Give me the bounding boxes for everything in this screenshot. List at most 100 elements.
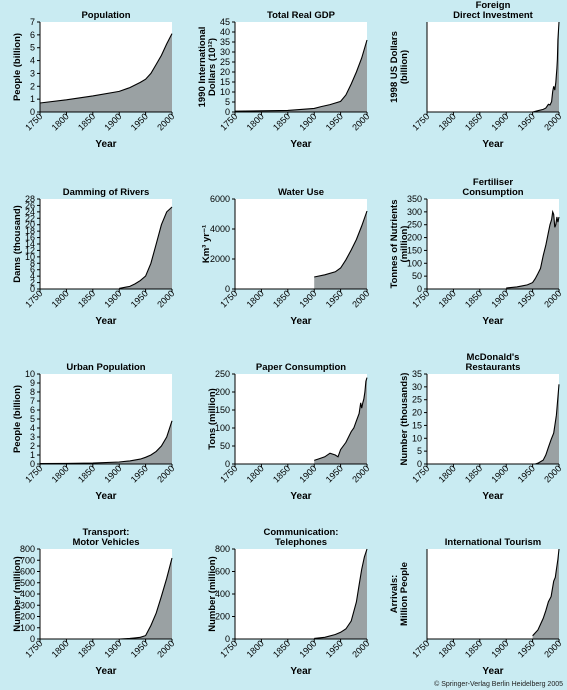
x-tick-label: 1950 — [516, 463, 537, 484]
y-tick-label: 5 — [417, 446, 422, 456]
x-tick-label: 1850 — [463, 463, 484, 484]
series-line — [506, 209, 560, 289]
chart-4: 1750 1800 1850 1900 1950 20000246810121416182… — [12, 187, 176, 327]
y-axis-label: People (billion) — [12, 33, 23, 101]
y-tick-label: 5 — [225, 97, 230, 107]
y-axis-label: Dollars (10¹²) — [207, 38, 218, 96]
y-tick-label: 2 — [30, 81, 35, 91]
x-axis-label: Year — [482, 316, 503, 327]
chart-9: 1750 1800 1850 1900 1950 200005101520253035Mc… — [399, 352, 563, 502]
chart-title: Telephones — [275, 537, 327, 548]
y-tick-label: 10 — [25, 369, 35, 379]
series-line — [119, 557, 173, 640]
series-line — [532, 548, 560, 637]
chart-11: 1750 1800 1850 1900 1950 20000200400600800Com… — [207, 527, 371, 677]
area-fill — [119, 207, 172, 289]
x-tick-label: 2000 — [155, 111, 176, 132]
x-tick-label: 2000 — [542, 638, 563, 659]
x-tick-label: 1850 — [76, 638, 97, 659]
y-axis-label: Number (million) — [207, 556, 218, 631]
y-tick-label: 4000 — [210, 224, 230, 234]
series-line — [234, 39, 368, 112]
y-tick-label: 8 — [30, 387, 35, 397]
x-tick-label: 1800 — [50, 111, 71, 132]
x-tick-label: 1900 — [102, 463, 123, 484]
x-tick-label: 1800 — [245, 111, 266, 132]
series-line — [314, 377, 368, 461]
plot-background — [427, 374, 559, 464]
y-tick-label: 250 — [407, 220, 422, 230]
series-line — [532, 21, 560, 113]
x-tick-label: 1800 — [437, 638, 458, 659]
x-axis-label: Year — [95, 139, 116, 150]
chart-title: Direct Investment — [453, 10, 534, 21]
chart-title: Fertiliser — [473, 177, 513, 188]
x-axis-label: Year — [290, 139, 311, 150]
y-tick-label: 500 — [20, 578, 35, 588]
x-tick-label: 2000 — [350, 638, 371, 659]
y-tick-label: 1 — [30, 94, 35, 104]
plot-background — [427, 22, 559, 112]
x-tick-label: 1950 — [516, 638, 537, 659]
y-axis-label: 1998 US Dollars — [389, 31, 400, 103]
chart-title: Consumption — [462, 187, 523, 198]
x-axis-label: Year — [290, 491, 311, 502]
y-tick-label: 30 — [412, 382, 422, 392]
x-tick-label: 2000 — [350, 463, 371, 484]
y-tick-label: 0 — [30, 284, 35, 294]
chart-title: Damming of Rivers — [63, 187, 150, 198]
copyright-notice: © Springer-Verlag Berlin Heidelberg 2005 — [434, 681, 563, 688]
chart-12: 1750 1800 1850 1900 1950 2000 International To… — [389, 537, 563, 677]
area-fill — [532, 549, 559, 639]
y-tick-label: 40 — [220, 27, 230, 37]
x-tick-label: 1850 — [76, 111, 97, 132]
series-line — [314, 210, 368, 278]
y-tick-label: 0 — [225, 459, 230, 469]
y-tick-label: 400 — [20, 589, 35, 599]
series-line — [39, 420, 173, 465]
area-fill — [314, 377, 367, 464]
y-tick-label: 4 — [30, 271, 35, 281]
chart-title: Communication: — [264, 527, 339, 538]
y-axis-label: Km³ yr⁻¹ — [201, 225, 212, 263]
x-tick-label: 1850 — [271, 111, 292, 132]
y-tick-label: 100 — [407, 258, 422, 268]
y-tick-label: 45 — [220, 17, 230, 27]
area-fill — [532, 22, 559, 112]
x-tick-label: 1800 — [437, 463, 458, 484]
plot-background — [235, 549, 367, 639]
series-line — [535, 384, 560, 465]
y-tick-label: 300 — [407, 207, 422, 217]
x-tick-label: 1900 — [489, 638, 510, 659]
y-tick-label: 2 — [30, 441, 35, 451]
y-tick-label: 15 — [220, 77, 230, 87]
x-tick-label: 2000 — [155, 463, 176, 484]
y-tick-label: 3 — [30, 68, 35, 78]
y-tick-label: 8 — [30, 258, 35, 268]
area-fill — [119, 558, 172, 639]
x-tick-label: 1850 — [76, 463, 97, 484]
x-tick-label: 1750 — [410, 111, 431, 132]
y-axis-label: Tons (million) — [207, 388, 218, 450]
chart-10: 1750 1800 1850 1900 1950 20000100200300400500… — [12, 527, 176, 677]
y-tick-label: 5 — [30, 43, 35, 53]
x-tick-label: 1850 — [271, 638, 292, 659]
chart-title: Transport: — [83, 527, 130, 538]
y-tick-label: 10 — [220, 87, 230, 97]
y-tick-label: 200 — [215, 612, 230, 622]
y-tick-label: 200 — [20, 612, 35, 622]
x-axis-label: Year — [95, 316, 116, 327]
x-tick-label: 2000 — [350, 111, 371, 132]
x-tick-label: 2000 — [542, 288, 563, 309]
x-axis-label: Year — [290, 666, 311, 677]
y-tick-label: 16 — [25, 233, 35, 243]
y-tick-label: 35 — [220, 37, 230, 47]
y-tick-label: 5 — [30, 414, 35, 424]
y-axis-label: Tonnes of Nutrients — [389, 199, 400, 288]
chart-title: Urban Population — [66, 362, 145, 373]
y-tick-label: 100 — [215, 423, 230, 433]
x-tick-label: 1900 — [489, 288, 510, 309]
y-axis-label: (billion) — [399, 50, 410, 84]
